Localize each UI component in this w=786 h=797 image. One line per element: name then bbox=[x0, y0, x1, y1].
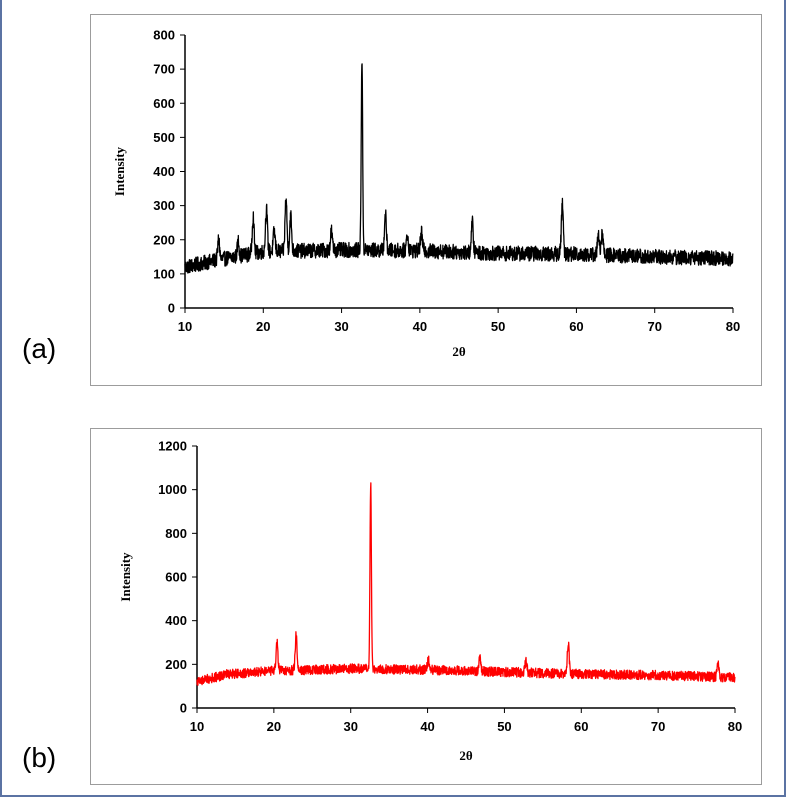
x-tick-label: 50 bbox=[491, 319, 505, 334]
y-tick-label: 800 bbox=[165, 526, 187, 541]
panel-label-b: (b) bbox=[22, 742, 57, 773]
x-tick-label: 20 bbox=[256, 319, 270, 334]
x-axis-title: 2θ bbox=[452, 344, 466, 359]
chart-a-frame bbox=[90, 14, 762, 386]
y-tick-label: 200 bbox=[153, 232, 175, 247]
x-tick-label: 40 bbox=[420, 719, 434, 734]
y-tick-label: 0 bbox=[168, 301, 175, 316]
x-tick-label: 20 bbox=[267, 719, 281, 734]
x-tick-label: 80 bbox=[726, 319, 740, 334]
y-tick-label: 0 bbox=[180, 701, 187, 716]
x-axis-title: 2θ bbox=[459, 748, 473, 763]
xrd-trace bbox=[184, 63, 734, 274]
x-tick-label: 70 bbox=[647, 319, 661, 334]
y-tick-label: 500 bbox=[153, 130, 175, 145]
x-tick-label: 10 bbox=[190, 719, 204, 734]
x-tick-label: 30 bbox=[334, 319, 348, 334]
y-tick-label: 600 bbox=[165, 570, 187, 585]
x-tick-label: 50 bbox=[497, 719, 511, 734]
panel-label-a: (a) bbox=[22, 333, 57, 364]
y-tick-label: 800 bbox=[153, 28, 175, 43]
y-tick-label: 1000 bbox=[158, 482, 187, 497]
x-tick-label: 60 bbox=[569, 319, 583, 334]
chart-b-frame bbox=[90, 428, 762, 785]
y-tick-label: 600 bbox=[153, 96, 175, 111]
x-tick-label: 70 bbox=[651, 719, 665, 734]
y-axis-title: Intensity bbox=[118, 552, 133, 602]
x-tick-label: 30 bbox=[343, 719, 357, 734]
x-tick-label: 60 bbox=[574, 719, 588, 734]
xrd-trace bbox=[196, 482, 736, 686]
x-tick-label: 10 bbox=[178, 319, 192, 334]
y-tick-label: 700 bbox=[153, 62, 175, 77]
y-tick-label: 100 bbox=[153, 266, 175, 281]
x-tick-label: 80 bbox=[728, 719, 742, 734]
y-tick-label: 400 bbox=[165, 613, 187, 628]
y-tick-label: 1200 bbox=[158, 439, 187, 454]
y-tick-label: 200 bbox=[165, 657, 187, 672]
x-tick-label: 40 bbox=[413, 319, 427, 334]
y-tick-label: 400 bbox=[153, 164, 175, 179]
y-axis-title: Intensity bbox=[112, 146, 127, 196]
y-tick-label: 300 bbox=[153, 198, 175, 213]
